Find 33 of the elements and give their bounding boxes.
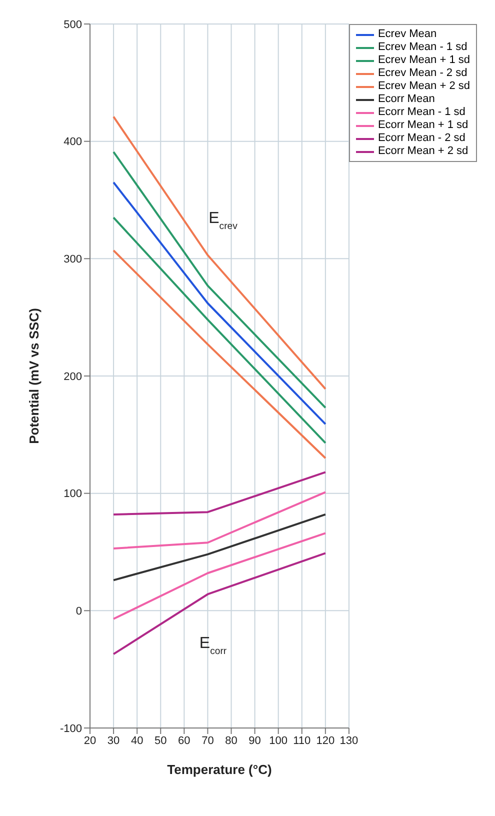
x-tick-label: 70 xyxy=(202,734,214,747)
y-tick-label: 300 xyxy=(64,254,82,266)
y-axis-title: Potential (mV vs SSC) xyxy=(26,308,42,444)
legend-label: Ecrev Mean xyxy=(378,28,437,41)
legend-label: Ecrev Mean + 2 sd xyxy=(378,80,470,93)
x-axis-title: Temperature (°C) xyxy=(167,762,272,777)
y-tick-label: -100 xyxy=(60,722,82,735)
legend-label: Ecorr Mean + 1 sd xyxy=(378,119,468,132)
annotation: E$_{crev}$ xyxy=(208,210,238,232)
x-tick-label: 130 xyxy=(340,734,358,747)
x-tick-label: 120 xyxy=(316,734,335,747)
legend-label: Ecrev Mean - 2 sd xyxy=(378,67,468,80)
legend-label: Ecorr Mean + 2 sd xyxy=(378,145,468,158)
y-tick-label: 400 xyxy=(64,136,82,148)
legend-label: Ecrev Mean + 1 sd xyxy=(378,54,470,67)
x-tick-label: 30 xyxy=(107,734,120,747)
x-tick-label: 100 xyxy=(269,734,288,747)
legend-label: Ecorr Mean xyxy=(378,93,435,106)
y-tick-label: 200 xyxy=(64,370,82,383)
legend-label: Ecrev Mean - 1 sd xyxy=(378,41,468,54)
y-tick-label: 100 xyxy=(64,488,82,500)
x-tick-label: 90 xyxy=(248,734,261,747)
y-tick-label: 0 xyxy=(76,606,82,618)
y-tick-label: 500 xyxy=(64,18,82,31)
legend-label: Ecorr Mean - 2 sd xyxy=(378,132,466,145)
x-tick-label: 40 xyxy=(130,734,144,747)
x-tick-label: 110 xyxy=(293,734,311,747)
x-tick-label: 60 xyxy=(178,734,190,747)
legend-label: Ecorr Mean - 1 sd xyxy=(378,106,466,119)
x-tick-label: 50 xyxy=(154,734,167,747)
x-tick-label: 20 xyxy=(84,734,96,747)
annotation: E$_{corr}$ xyxy=(199,635,228,656)
x-tick-label: 80 xyxy=(225,734,238,747)
